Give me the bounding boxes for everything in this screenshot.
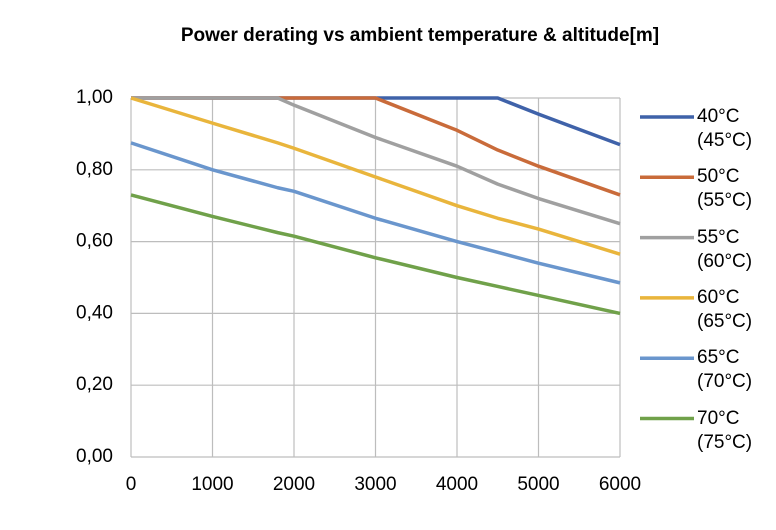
y-tick-label: 0,40 — [76, 302, 113, 323]
x-tick-label: 6000 — [599, 474, 641, 495]
y-tick-label: 1,00 — [76, 87, 113, 108]
data-line — [130, 141, 621, 285]
legend-label: 70°C (75°C) — [697, 407, 753, 453]
x-tick-label: 3000 — [354, 474, 396, 495]
y-tick-label: 0,60 — [76, 231, 113, 252]
legend-label: 50°C (55°C) — [697, 166, 753, 212]
x-tick-label: 5000 — [517, 474, 559, 495]
data-line — [130, 96, 621, 256]
y-tick-label: 0,00 — [76, 446, 113, 467]
x-tick-label: 1000 — [191, 474, 233, 495]
x-tick-label: 0 — [126, 474, 137, 495]
x-tick-label: 2000 — [273, 474, 315, 495]
legend-label: 55°C (60°C) — [697, 226, 753, 272]
legend-label: 40°C (45°C) — [697, 106, 753, 151]
y-tick-label: 0,80 — [76, 159, 113, 180]
data-line — [131, 96, 621, 226]
data-line — [130, 193, 621, 316]
legend-label: 65°C (70°C) — [697, 347, 753, 393]
y-tick-label: 0,20 — [76, 374, 113, 395]
legend-label: 60°C (65°C) — [697, 286, 753, 332]
chart-title: Power derating vs ambient temperature & … — [181, 25, 659, 46]
x-tick-label: 4000 — [436, 474, 478, 495]
